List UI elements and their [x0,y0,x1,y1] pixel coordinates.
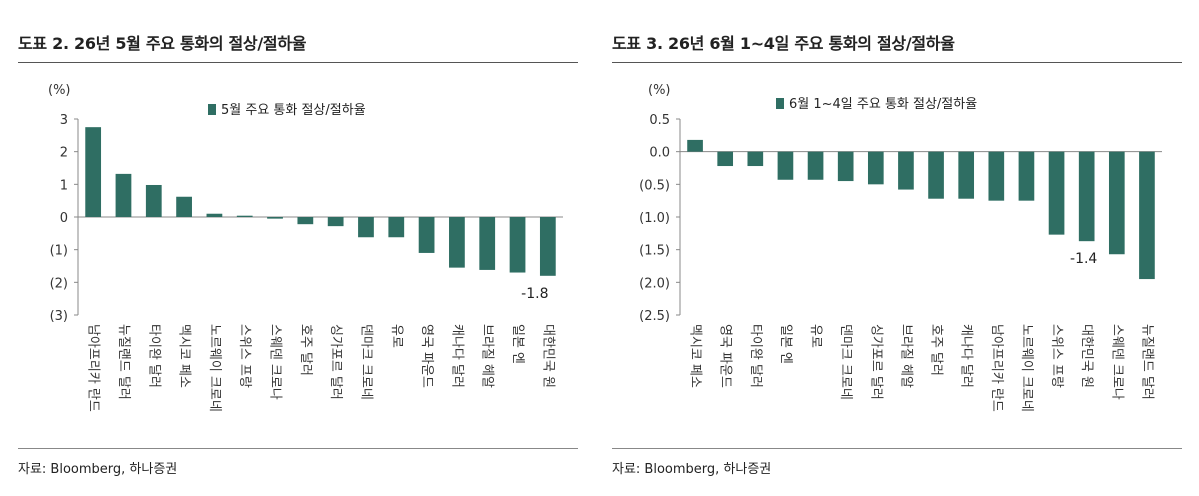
chart-title: 도표 2. 26년 5월 주요 통화의 절상/절하율 [18,30,306,54]
bar [868,152,884,185]
legend-swatch [776,98,784,109]
bar [419,217,435,253]
category-label: 스위스 프랑 [1049,324,1064,388]
bar [85,127,101,217]
category-label: 일본 엔 [778,324,793,364]
y-tick-label: (1.5) [639,244,670,259]
bar [808,152,824,180]
category-label: 브라질 헤알 [480,324,495,388]
category-label: 브라질 헤알 [898,324,913,388]
category-label: 남아프리카 란드 [86,324,101,412]
legend-swatch [208,104,216,115]
footer-divider [18,448,578,449]
y-tick-label: (0.5) [639,178,670,193]
y-tick-label: (2.5) [639,309,670,324]
bar [510,217,526,273]
y-tick-label: 0.5 [649,113,670,128]
category-label: 멕시코 페소 [688,324,703,388]
category-label: 호주 달러 [929,324,944,376]
category-label: 캐나다 달러 [959,324,974,388]
bar [146,185,162,217]
bar [176,197,192,217]
bar [479,217,495,270]
category-label: 싱가포르 달러 [868,324,883,400]
source-note: 자료: Bloomberg, 하나증권 [18,458,177,477]
bar [898,152,914,190]
chart-panel-left: 도표 2. 26년 5월 주요 통화의 절상/절하율 (%) 3 2 1 0 (1) (2)… [18,0,578,496]
source-note: 자료: Bloomberg, 하나증권 [612,458,771,477]
bar [207,214,223,217]
bar [747,152,763,166]
category-label: 유로 [808,324,823,348]
footer-divider [612,448,1182,449]
bar-chart-june: (%) 0.5 0.0 (0.5) (1.0) (1.5) (2.0) (2.5) 멕시코 페소… [612,62,1182,448]
legend: 5월 주요 통화 절상/절하율 [208,103,366,118]
bar [388,217,404,237]
bar [958,152,974,199]
bar [1079,152,1095,242]
y-tick-label: 3 [60,113,68,128]
category-label: 영국 파운드 [419,324,434,388]
bar [116,174,132,217]
bar [449,217,465,268]
category-label: 노르웨이 크로네 [207,324,222,412]
y-tick-label: (1) [50,244,68,259]
category-label: 일본 엔 [510,324,525,364]
chart-title: 도표 3. 26년 6월 1~4일 주요 통화의 절상/절하율 [612,30,955,54]
y-tick-label: 1 [60,178,68,193]
bar [1049,152,1065,235]
bar [988,152,1004,201]
category-label: 스웨덴 크로나 [1109,324,1124,400]
category-label: 호주 달러 [298,324,313,376]
unit-label: (%) [48,83,71,98]
category-label: 멕시코 페소 [177,324,192,388]
category-label: 뉴질랜드 달러 [116,324,131,400]
bar [1139,152,1155,279]
bar [297,217,313,224]
data-annotation: -1.4 [1070,251,1097,267]
y-tick-label: 2 [60,146,68,161]
category-label: 유로 [389,324,404,348]
unit-label: (%) [648,83,671,98]
data-annotation: -1.8 [521,286,548,302]
chart-panel-right: 도표 3. 26년 6월 1~4일 주요 통화의 절상/절하율 (%) 0.5 0.… [612,0,1182,496]
legend-label: 6월 1~4일 주요 통화 절상/절하율 [789,97,977,112]
bar [928,152,944,199]
bar [267,217,283,219]
category-label: 노르웨이 크로네 [1019,324,1034,412]
category-label: 싱가포르 달러 [328,324,343,400]
y-tick-label: (1.0) [639,211,670,226]
bar [1109,152,1125,255]
category-label: 대한민국 원 [1079,324,1094,388]
category-label: 대한민국 원 [540,324,555,388]
bar [1019,152,1035,201]
y-tick-label: (3) [50,309,68,324]
category-label: 덴마크 크로네 [838,324,853,400]
bar [687,140,703,152]
bar [778,152,794,180]
y-tick-label: 0 [60,211,68,226]
bar [540,217,556,276]
category-label: 덴마크 크로네 [358,324,373,400]
bar [237,216,253,217]
y-tick-label: 0.0 [649,146,670,161]
legend: 6월 1~4일 주요 통화 절상/절하율 [776,97,977,112]
category-label: 영국 파운드 [718,324,733,388]
y-tick-label: (2) [50,276,68,291]
category-label: 캐나다 달러 [449,324,464,388]
bar [838,152,854,181]
category-label: 뉴질랜드 달러 [1139,324,1154,400]
bar [328,217,344,226]
bar [358,217,374,237]
bar-chart-may: (%) 3 2 1 0 (1) (2) (3) 남아프리카 란드 뉴질랜드 달러 타이완 달러 멕시코… [18,62,578,448]
category-label: 스웨덴 크로나 [268,324,283,400]
category-label: 남아프리카 란드 [989,324,1004,412]
bar [717,152,733,166]
y-tick-label: (2.0) [639,276,670,291]
category-label: 타이완 달러 [146,324,161,388]
category-label: 스위스 프랑 [237,324,252,388]
legend-label: 5월 주요 통화 절상/절하율 [221,103,366,118]
category-label: 타이완 달러 [748,324,763,388]
